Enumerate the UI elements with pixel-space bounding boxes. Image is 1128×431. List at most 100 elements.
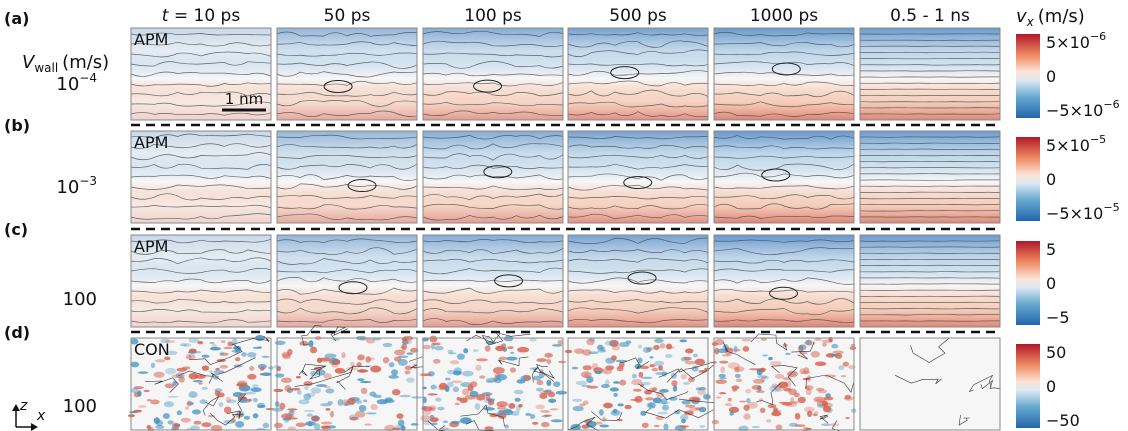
fluctuation-blob (432, 358, 441, 364)
fluctuation-blob (642, 346, 651, 354)
fluctuation-blob (315, 369, 326, 376)
vortex (347, 179, 377, 193)
fluctuation-blob (256, 405, 266, 409)
streamline (567, 80, 709, 87)
fluctuation-blob (315, 384, 328, 387)
streamline (859, 295, 1001, 297)
fluctuation-blob (649, 356, 654, 359)
fluctuation-blob (536, 379, 544, 386)
fluctuation-blob (778, 401, 790, 404)
vortex (323, 80, 353, 94)
fluctuation-blob (496, 401, 508, 408)
fluctuation-blob (449, 360, 460, 365)
panel-label: APM (134, 237, 168, 256)
streamline (422, 91, 564, 97)
streamline (713, 135, 855, 140)
fluctuation-blob (320, 357, 331, 362)
streamline (895, 375, 942, 385)
fluctuation-blob (759, 407, 766, 414)
streamline (427, 420, 446, 431)
panel (713, 130, 855, 224)
fluctuation-blob (684, 404, 696, 408)
fluctuation-blob (279, 402, 286, 410)
fluctuation-blob (220, 340, 226, 344)
fluctuation-blob (741, 338, 752, 342)
fluctuation-blob (571, 366, 579, 370)
fluctuation-blob (603, 402, 613, 409)
streamline (130, 91, 272, 97)
wall-speed-exp: −3 (79, 174, 97, 188)
panel (567, 130, 709, 224)
streamline (567, 101, 709, 108)
colorbar (1016, 34, 1040, 118)
fluctuation-blob (794, 424, 806, 427)
fluctuation-blob (729, 411, 734, 416)
streamline (130, 238, 272, 244)
fluctuation-blob (448, 352, 457, 355)
fluctuation-blob (665, 354, 673, 358)
fluctuation-blob (160, 338, 170, 344)
fluctuation-blob (365, 356, 371, 363)
axes-icon: z x (12, 398, 46, 431)
fluctuation-blob (727, 397, 732, 402)
streamline (130, 309, 272, 313)
fluctuation-blob (658, 365, 663, 371)
fluctuation-blob (212, 375, 220, 380)
streamline (859, 160, 1001, 163)
fluctuation-blob (485, 393, 491, 401)
streamline (130, 174, 272, 179)
panel-frame (422, 27, 564, 121)
fluctuation-blob (137, 390, 142, 397)
fluctuation-blob (613, 393, 618, 397)
streamline (859, 64, 1001, 66)
fluctuation-blob (679, 425, 689, 428)
fluctuation-blob (391, 389, 401, 396)
colorbar-title: vx (m/s) (1016, 6, 1085, 29)
fluctuation-blob (716, 396, 721, 399)
fluctuation-blob (648, 346, 654, 351)
panel-label: APM (134, 30, 168, 49)
fluctuation-blob (282, 353, 291, 360)
fluctuation-blob (198, 382, 203, 385)
fluctuation-blob (460, 417, 472, 424)
colorbar (1016, 137, 1040, 221)
fluctuation-blob (574, 348, 585, 354)
fluctuation-blob (287, 426, 296, 431)
fluctuation-blob (186, 400, 192, 407)
fluctuation-blob (694, 358, 706, 366)
vortex (338, 281, 368, 295)
fluctuation-blob (130, 388, 139, 393)
fluctuation-blob (329, 357, 339, 364)
fluctuation-blob (551, 344, 563, 347)
fluctuation-blob (711, 419, 720, 425)
fluctuation-blob (637, 357, 643, 364)
fluctuation-blob (797, 396, 806, 404)
fluctuation-blob (429, 335, 438, 343)
wall-speed-base: 100 (63, 396, 97, 417)
fluctuation-blob (394, 349, 406, 356)
fluctuation-blob (303, 386, 309, 390)
fluctuation-blob (803, 340, 816, 346)
fluctuation-blob (697, 389, 707, 395)
fluctuation-blob (232, 392, 243, 398)
fluctuation-blob (655, 372, 668, 375)
fluctuation-blob (306, 392, 316, 398)
fluctuation-blob (773, 407, 779, 413)
fluctuation-blob (734, 373, 741, 378)
streamline (276, 31, 418, 37)
fluctuation-blob (813, 396, 826, 403)
fluctuation-blob (582, 400, 589, 406)
streamline (535, 364, 555, 379)
fluctuation-blob (654, 360, 665, 367)
fluctuation-blob (671, 380, 678, 387)
fluctuation-blob (323, 385, 331, 389)
fluctuation-blob (782, 377, 792, 381)
streamline (713, 163, 855, 171)
streamline (713, 277, 855, 285)
fluctuation-blob (320, 421, 333, 425)
streamline (130, 61, 272, 67)
fluctuation-blob (496, 411, 503, 416)
panel-field (860, 28, 1000, 120)
fluctuation-blob (461, 388, 470, 396)
